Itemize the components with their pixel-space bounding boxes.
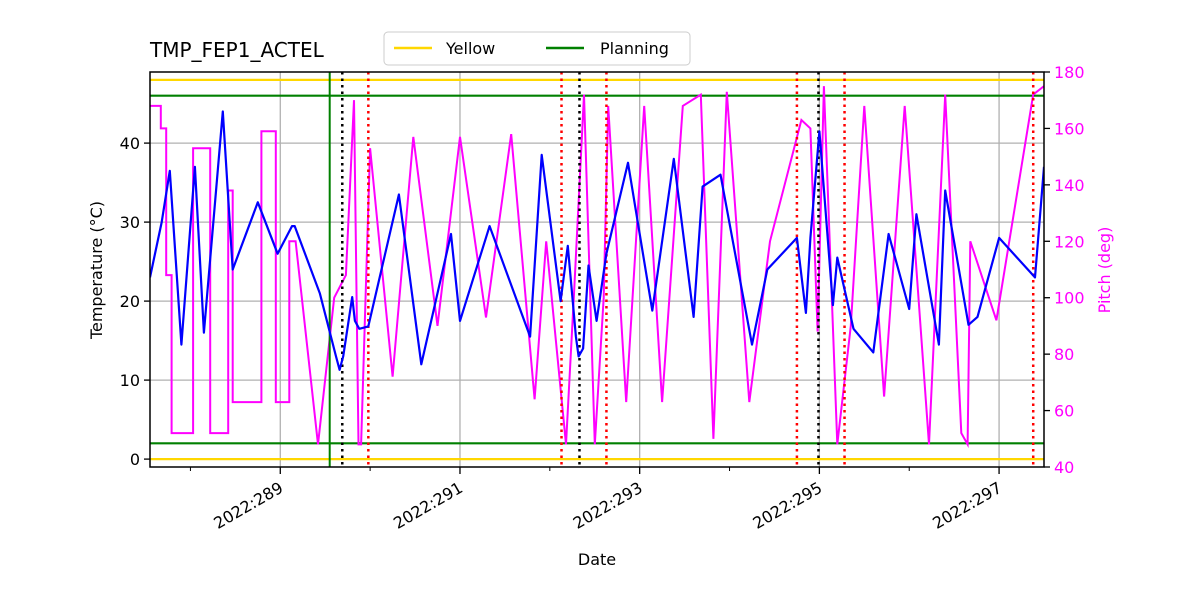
pitch-series-line (150, 85, 1044, 449)
legend: Yellow Planning (383, 31, 691, 66)
y-tick-label: 40 (120, 134, 140, 153)
x-axis-ticks: 2022:289 2022:291 2022:293 2022:295 2022:297 (189, 467, 1005, 533)
y-axis-label: Temperature (°C) (87, 201, 106, 340)
y2-tick-label: 160 (1054, 119, 1085, 138)
y2-axis-label: Pitch (deg) (1095, 227, 1114, 314)
y2-tick-label: 120 (1054, 232, 1085, 251)
plot-area (150, 72, 1044, 467)
axes-frame (149, 71, 1045, 468)
x-tick-label: 2022:297 (929, 478, 1005, 533)
y-tick-label: 20 (120, 292, 140, 311)
y2-tick-label: 180 (1054, 63, 1085, 82)
chart-title: TMP_FEP1_ACTEL (149, 38, 325, 62)
y2-axis-ticks: 40 60 80 100 120 140 160 180 (1044, 63, 1085, 477)
x-axis-label: Date (578, 550, 616, 569)
y2-tick-label: 60 (1054, 402, 1074, 421)
temperature-series-line (150, 110, 1044, 371)
y-tick-label: 30 (120, 213, 140, 232)
y2-tick-label: 140 (1054, 176, 1085, 195)
x-tick-label: 2022:291 (390, 478, 466, 533)
x-tick-label: 2022:295 (749, 478, 825, 533)
legend-planning-label: Planning (600, 39, 669, 58)
x-tick-label: 2022:293 (570, 478, 646, 533)
y2-tick-label: 80 (1054, 345, 1074, 364)
x-tick-label: 2022:289 (210, 478, 286, 533)
y-axis-ticks: 0 10 20 30 40 (120, 134, 150, 469)
legend-yellow-label: Yellow (445, 39, 495, 58)
y-tick-label: 0 (130, 450, 140, 469)
y2-tick-label: 40 (1054, 458, 1074, 477)
y2-tick-label: 100 (1054, 289, 1085, 308)
y-tick-label: 10 (120, 371, 140, 390)
